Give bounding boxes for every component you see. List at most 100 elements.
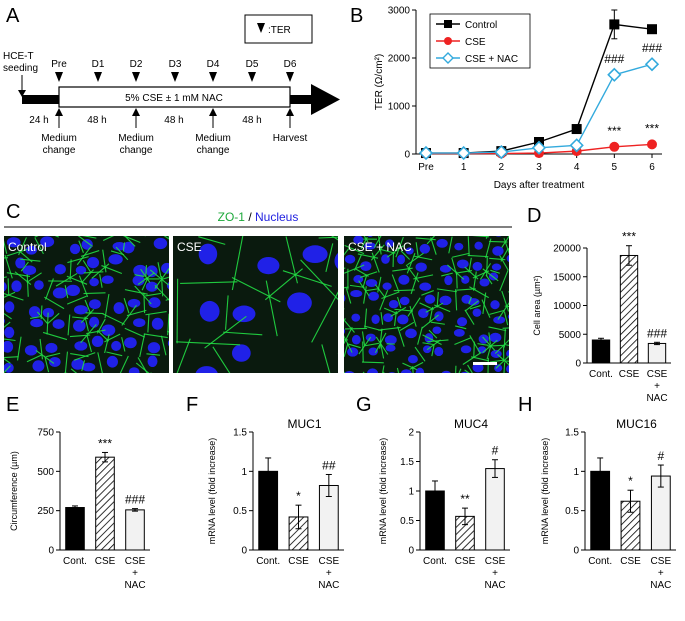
nucleus-blob [89,316,100,328]
zo1-border [154,284,169,301]
panel-label-d: D [527,205,541,227]
zo1-border [394,308,414,312]
zo1-border [358,336,372,355]
zo1-border [490,269,500,274]
data-point-diamond [456,145,471,161]
zo1-border [409,305,417,327]
zo1-border [55,272,78,287]
zo1-border [4,312,12,320]
legend-entry: CSE + NAC [465,54,518,65]
nucleus-blob [385,239,394,248]
zo1-border [80,250,100,257]
x-tick-label: 5 [612,162,618,173]
zo1-border [285,236,299,284]
panel-e: E 0 250 500 750 Circumference (µm) Cont. *** CS… [6,394,150,591]
y-tick-label: 0 [48,546,54,557]
zo1-border [176,278,179,344]
nucleus-blob [368,291,380,301]
day-label: Pre [51,59,67,70]
zo1-border [358,280,370,297]
zo1-border [414,346,426,362]
zo1-border [406,253,416,274]
nucleus-blob [490,300,500,310]
zo1-border [379,341,385,359]
nucleus-blob [151,317,164,330]
nucleus-blob [81,362,96,372]
nucleus-blob [147,342,161,354]
data-point-diamond [569,138,584,153]
zo1-border [468,257,472,273]
zo1-border [399,321,415,331]
zo1-border [143,292,146,314]
nucleus-blob [365,279,378,288]
nucleus-blob [34,280,44,290]
nucleus-blob [4,318,5,324]
x-tick-label: 2 [499,162,505,173]
nucleus-blob [419,243,431,254]
zo1-border [391,274,400,292]
zo1-border [469,335,481,354]
zo1-border [361,361,384,364]
zo1-border [429,306,434,323]
bar [485,468,505,551]
zo1-border [447,264,465,280]
zo1-border [455,325,467,330]
nucleus-blob [494,364,503,373]
nucleus-blob [472,363,484,373]
zo1-border [421,290,434,296]
ter-marker-icon [171,72,179,82]
x-tick-label: 4 [574,162,580,173]
y-tick-label: 1.5 [565,428,579,439]
nucleus-blob [153,237,168,250]
zo1-border [26,274,29,297]
zo1-border [4,240,8,254]
nucleus-blob [344,294,346,302]
zo1-border [488,332,491,345]
seeding-line-2: seeding [3,63,38,74]
zo1-border [344,244,365,255]
zo1-border [348,343,361,349]
significance-mark: ** [460,492,470,506]
zo1-border [176,338,191,373]
nucleus-blob [145,281,158,292]
panel-c-title: ZO-1 / Nucleus [218,210,299,224]
zo1-border [427,339,449,343]
y-tick-label: 500 [37,467,54,478]
zo1-border [104,293,110,319]
zo1-border [123,298,130,314]
zo1-border [472,271,477,291]
nucleus-blob [382,282,392,290]
zo1-border [393,311,397,326]
zo1-border [36,311,49,325]
y-tick-label: 10000 [553,301,581,312]
ter-marker-icon [286,72,294,82]
day-label: D3 [169,59,182,70]
micrograph-cse-nac: CSE + NAC [344,236,509,373]
significance-mark: *** [607,124,621,138]
nucleus-blob [453,328,465,337]
zo1-border [497,302,509,320]
zo1-border [4,291,16,298]
zo1-border [231,277,281,303]
nucleus-blob [198,243,218,265]
zo1-border [503,238,509,255]
zo1-border [83,292,106,295]
zo1-border [44,278,54,300]
zo1-border [311,291,338,343]
nucleus-blob [86,256,100,269]
zo1-border [467,236,470,257]
zo1-border [467,364,473,373]
x-tick-label: + [132,568,138,579]
zo1-border [378,236,382,255]
zo1-border [412,366,414,373]
panel-f: F 0 0.5 1 1.5 mRNA level (fold increase) MUC1… [186,394,344,591]
event-label-line-1: Harvest [273,133,308,144]
zo1-border [96,329,110,342]
zo1-border [66,275,88,285]
x-tick-label: NAC [124,580,145,591]
panel-g: G 0 0.5 1 1.5 2 mRNA level (fold increase) MUC… [356,394,510,591]
zo1-border [344,326,353,345]
y-tick-label: 0.5 [233,506,247,517]
nucleus-blob [415,262,427,272]
legend-marker [442,52,454,64]
